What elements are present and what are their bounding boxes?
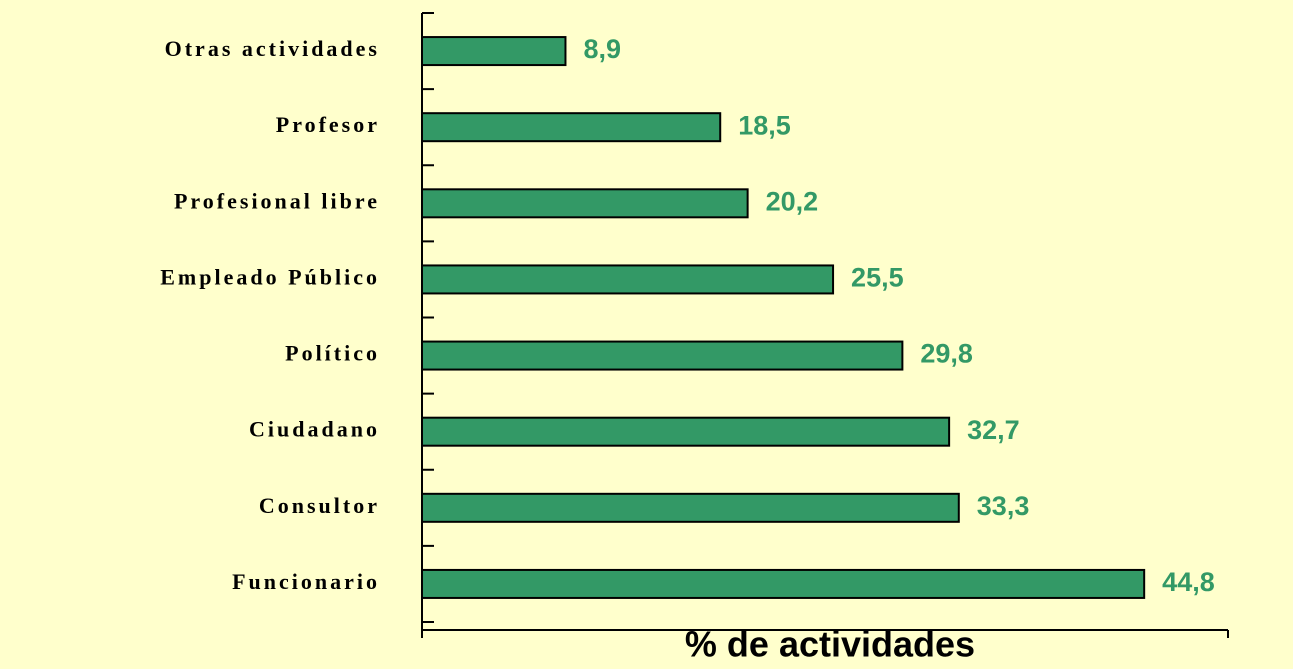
y-tick-label: Consultor — [259, 493, 380, 518]
value-label: 29,8 — [920, 339, 973, 369]
value-label: 8,9 — [583, 34, 621, 64]
bar — [421, 264, 835, 295]
bar — [421, 340, 904, 371]
bar — [421, 36, 567, 67]
y-tick-label: Político — [285, 341, 380, 366]
y-tick-label: Otras actividades — [165, 36, 380, 61]
y-tick-label: Profesional libre — [174, 188, 380, 213]
value-label: 20,2 — [766, 186, 819, 216]
bar — [421, 416, 951, 447]
bar — [421, 492, 960, 523]
y-tick-label: Funcionario — [232, 569, 380, 594]
y-tick-label: Profesor — [276, 112, 380, 137]
y-tick-label: Ciudadano — [249, 417, 380, 442]
value-label: 25,5 — [851, 263, 904, 293]
value-label: 32,7 — [967, 415, 1020, 445]
value-label: 33,3 — [977, 491, 1030, 521]
value-label: 18,5 — [738, 110, 791, 140]
y-tick-label: Empleado Público — [160, 264, 380, 289]
value-label: 44,8 — [1162, 567, 1215, 597]
bar — [421, 188, 749, 219]
bar — [421, 568, 1146, 599]
bar — [421, 112, 722, 143]
